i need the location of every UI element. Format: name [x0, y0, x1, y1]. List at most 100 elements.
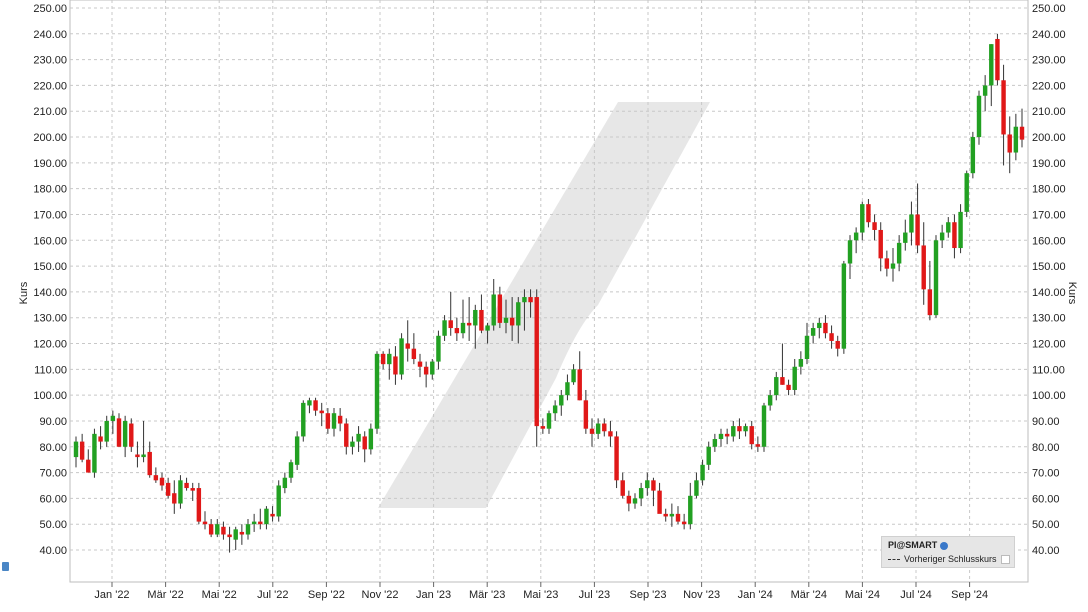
candle-up	[798, 359, 804, 367]
x-tick-label: Sep '22	[308, 589, 345, 601]
candle-down	[423, 366, 429, 375]
candle-up	[982, 85, 988, 96]
candle-up	[645, 480, 650, 489]
candle-up	[331, 413, 337, 429]
candle-down	[651, 480, 656, 491]
candle-down	[681, 521, 687, 525]
candle-up	[706, 446, 711, 465]
candle-up	[571, 369, 576, 383]
candle-down	[362, 436, 367, 450]
candle-down	[184, 482, 189, 489]
candle-up	[909, 214, 914, 233]
candle-up	[700, 464, 705, 481]
candle-up	[774, 377, 779, 396]
candle-down	[344, 423, 349, 447]
corner-logo-icon	[2, 562, 9, 571]
y-tick-label-left: 90.00	[39, 416, 67, 428]
grid-lines	[70, 0, 1028, 582]
globe-icon	[940, 541, 949, 550]
candle-up	[374, 353, 380, 429]
candle-down	[190, 488, 195, 491]
candle-up	[110, 415, 116, 421]
candle-down	[172, 493, 177, 504]
y-tick-label-left: 250.00	[33, 3, 67, 15]
candle-up	[503, 317, 509, 323]
candle-down	[577, 369, 582, 401]
candle-up	[92, 433, 97, 473]
candle-down	[509, 317, 515, 326]
candle-up	[546, 413, 552, 429]
candle-up	[73, 441, 79, 458]
y-tick-label-left: 210.00	[33, 106, 67, 118]
candle-down	[878, 229, 883, 259]
candle-up	[350, 441, 355, 447]
candle-down	[626, 495, 632, 504]
candle-down	[405, 343, 410, 349]
candle-down	[1007, 134, 1012, 153]
candle-down	[602, 423, 607, 432]
y-tick-label-left: 190.00	[33, 158, 67, 170]
y-axis-title-right: Kurs	[1066, 282, 1078, 305]
candle-up	[442, 320, 447, 336]
candle-up	[810, 328, 816, 336]
candle-up	[853, 232, 859, 241]
candle-down	[202, 521, 208, 525]
y-axis-left-ticks: 40.00 50.00 60.00 70.00 80.00 90.00 100.00 110.…	[33, 3, 67, 557]
candle-down	[663, 513, 668, 517]
x-tick-label: Mai '24	[845, 589, 880, 601]
candle-down	[872, 222, 877, 230]
candle-down	[411, 348, 417, 360]
candle-down	[417, 361, 423, 367]
x-tick-label: Mai '22	[202, 589, 237, 601]
y-tick-label-left: 100.00	[33, 390, 67, 402]
y-tick-label-right: 50.00	[1032, 519, 1060, 531]
candle-down	[270, 513, 275, 517]
legend-toggle-checkbox[interactable]	[1001, 555, 1010, 564]
y-tick-label-right: 170.00	[1032, 209, 1066, 221]
y-tick-label-right: 220.00	[1032, 80, 1066, 92]
candle-down	[129, 423, 134, 447]
candle-down	[589, 428, 595, 434]
y-tick-label-right: 130.00	[1032, 313, 1066, 325]
candle-down	[86, 459, 91, 473]
candle-up	[632, 498, 638, 504]
y-tick-label-left: 50.00	[39, 519, 67, 531]
x-tick-label: Nov '23	[683, 589, 720, 601]
candle-up	[430, 361, 435, 375]
candle-down	[221, 526, 226, 535]
candle-up	[368, 428, 374, 450]
candle-down	[337, 415, 343, 424]
candle-down	[866, 204, 871, 223]
candle-down	[165, 482, 171, 496]
y-tick-label-right: 80.00	[1032, 442, 1060, 454]
x-axis-ticks: Jan '22 Mär '22 Mai '22 Jul '22 Sep '22 Nov '…	[94, 582, 988, 601]
candle-up	[522, 297, 527, 303]
y-tick-label-right: 90.00	[1032, 416, 1060, 428]
candle-down	[657, 490, 662, 514]
y-axis-right-ticks: 40.00 50.00 60.00 70.00 80.00 90.00 100.00 110.…	[1032, 3, 1066, 557]
candle-down	[583, 400, 589, 429]
candle-down	[927, 289, 933, 316]
x-tick-label: Mär '23	[469, 589, 505, 601]
candle-up	[933, 240, 939, 316]
x-tick-label: Sep '24	[951, 589, 988, 601]
candle-down	[454, 328, 460, 334]
candle-up	[215, 524, 220, 535]
legend: PI@SMART Vorheriger Schlusskurs	[881, 536, 1015, 568]
candle-down	[116, 418, 122, 447]
candle-up	[485, 325, 490, 331]
candle-down	[466, 322, 472, 326]
candle-down	[393, 356, 398, 375]
candle-up	[890, 263, 896, 269]
candle-up	[688, 495, 693, 525]
y-tick-label-right: 190.00	[1032, 158, 1066, 170]
y-tick-label-right: 120.00	[1032, 339, 1066, 351]
y-tick-label-left: 220.00	[33, 80, 67, 92]
candle-down	[448, 320, 453, 329]
candle-up	[804, 335, 810, 360]
candle-down	[829, 333, 834, 341]
candle-down	[196, 488, 202, 522]
x-tick-label: Jul '22	[257, 589, 288, 601]
candle-down	[313, 400, 318, 411]
